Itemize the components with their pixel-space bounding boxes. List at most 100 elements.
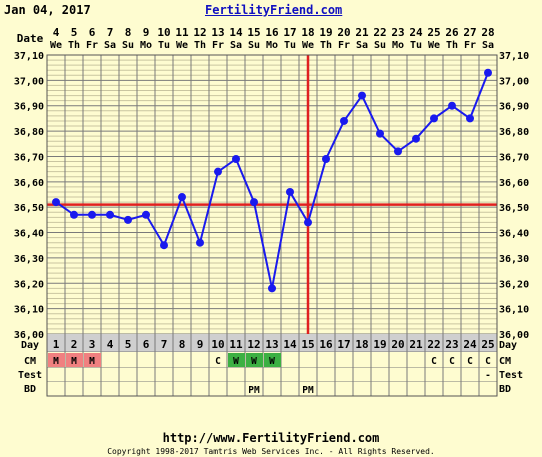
weekday-label: Th <box>194 40 206 51</box>
y-tick-label-right: 36,00 <box>499 330 529 341</box>
cycle-day-label: 15 <box>301 338 314 351</box>
cm-mark: C <box>485 356 491 367</box>
cycle-day-label: 24 <box>463 338 477 351</box>
date-label: 27 <box>463 26 476 39</box>
weekday-label: Sa <box>356 40 368 51</box>
cycle-day-label: 5 <box>125 338 132 351</box>
y-tick-label-left: 36,00 <box>14 330 44 341</box>
y-tick-label-right: 36,50 <box>499 203 529 214</box>
row-label-cm: CM <box>24 356 36 367</box>
date-label: 26 <box>445 26 459 39</box>
temperature-point <box>484 68 492 77</box>
cm-cell-fill <box>264 353 281 367</box>
weekday-label: Sa <box>482 40 494 51</box>
y-tick-label-left: 36,30 <box>14 254 44 265</box>
y-tick-label-left: 36,10 <box>14 305 44 316</box>
date-label: 24 <box>409 26 423 39</box>
temperature-point <box>160 241 168 250</box>
weekday-label: Tu <box>158 40 170 51</box>
cm-cell-fill <box>228 353 245 367</box>
temperature-point <box>322 154 330 163</box>
temperature-point <box>340 116 348 125</box>
cm-mark: M <box>53 356 59 367</box>
temperature-point <box>88 210 96 219</box>
temperature-point <box>106 210 114 219</box>
date-label: 22 <box>373 26 386 39</box>
row-label-right-bd: BD <box>499 384 511 395</box>
weekday-label: Su <box>122 40 134 51</box>
date-label: 7 <box>107 26 114 39</box>
y-tick-label-left: 36,40 <box>14 229 44 240</box>
cycle-day-label: 19 <box>373 338 386 351</box>
cycle-day-label: 17 <box>337 338 350 351</box>
cycle-day-label: 18 <box>355 338 368 351</box>
row-bg-test <box>47 368 497 382</box>
weekday-label: Th <box>320 40 332 51</box>
temperature-point <box>376 129 384 138</box>
date-label: 25 <box>427 26 440 39</box>
date-label: 16 <box>265 26 279 39</box>
temperature-point <box>466 114 474 123</box>
temperature-point <box>70 210 78 219</box>
cycle-day-label: 22 <box>427 338 440 351</box>
cm-cell-fill <box>246 353 263 367</box>
weekday-label: Fr <box>212 40 224 51</box>
y-tick-label-right: 36,90 <box>499 102 529 113</box>
footer-url[interactable]: http://www.FertilityFriend.com <box>162 431 380 445</box>
row-label-right-test: Test <box>499 370 523 381</box>
date-label: 28 <box>481 26 494 39</box>
temperature-point <box>304 218 312 227</box>
row-bg-bd <box>47 382 497 396</box>
weekday-label: We <box>50 40 62 51</box>
date-label: 21 <box>355 26 369 39</box>
date-label: 9 <box>143 26 150 39</box>
temperature-chart: 36,00 36,00 36,10 36,10 36,20 36,20 36,30 36,30… <box>14 26 529 397</box>
row-label-right-cm: CM <box>499 356 511 367</box>
weekday-label: Th <box>446 40 458 51</box>
row-label-right-day: Day <box>499 340 517 351</box>
cycle-day-label: 12 <box>247 338 260 351</box>
bd-mark: PM <box>302 385 314 396</box>
weekday-label: Tu <box>410 40 422 51</box>
date-label: 10 <box>157 26 170 39</box>
cm-mark: W <box>251 356 257 367</box>
cycle-day-label: 9 <box>197 338 204 351</box>
cycle-day-label: 1 <box>53 338 60 351</box>
cycle-day-label: 8 <box>179 338 186 351</box>
cycle-day-label: 11 <box>229 338 243 351</box>
date-label: 14 <box>229 26 243 39</box>
y-tick-label-left: 36,90 <box>14 102 44 113</box>
date-label: 8 <box>125 26 132 39</box>
cm-mark: C <box>431 356 437 367</box>
cycle-day-label: 21 <box>409 338 423 351</box>
y-tick-label-right: 36,40 <box>499 229 529 240</box>
temperature-point <box>286 187 294 196</box>
date-label: 18 <box>301 26 314 39</box>
date-label: 17 <box>283 26 296 39</box>
brand-link[interactable]: FertilityFriend.com <box>205 3 343 17</box>
chart-border <box>46 54 498 397</box>
cm-mark: M <box>89 356 95 367</box>
temperature-point <box>52 198 60 207</box>
temperature-point <box>178 193 186 202</box>
date-label: 12 <box>193 26 206 39</box>
y-tick-label-left: 37,10 <box>14 51 44 62</box>
date-label: 13 <box>211 26 224 39</box>
row-label-day: Day <box>21 340 39 351</box>
row-label-date: Date <box>17 32 44 45</box>
chart-date: Jan 04, 2017 <box>4 3 91 17</box>
weekday-label: Mo <box>266 40 278 51</box>
cycle-day-label: 6 <box>143 338 150 351</box>
temperature-point <box>124 215 132 224</box>
cm-cell-fill <box>66 353 83 367</box>
weekday-label: Fr <box>464 40 476 51</box>
weekday-label: Fr <box>86 40 98 51</box>
temperature-point <box>196 238 204 247</box>
y-tick-label-right: 36,10 <box>499 305 529 316</box>
date-label: 6 <box>89 26 96 39</box>
cm-mark: C <box>215 356 221 367</box>
y-tick-label-right: 37,00 <box>499 76 529 87</box>
date-label: 4 <box>53 26 60 39</box>
weekday-label: Fr <box>338 40 350 51</box>
y-tick-label-right: 36,80 <box>499 127 529 138</box>
